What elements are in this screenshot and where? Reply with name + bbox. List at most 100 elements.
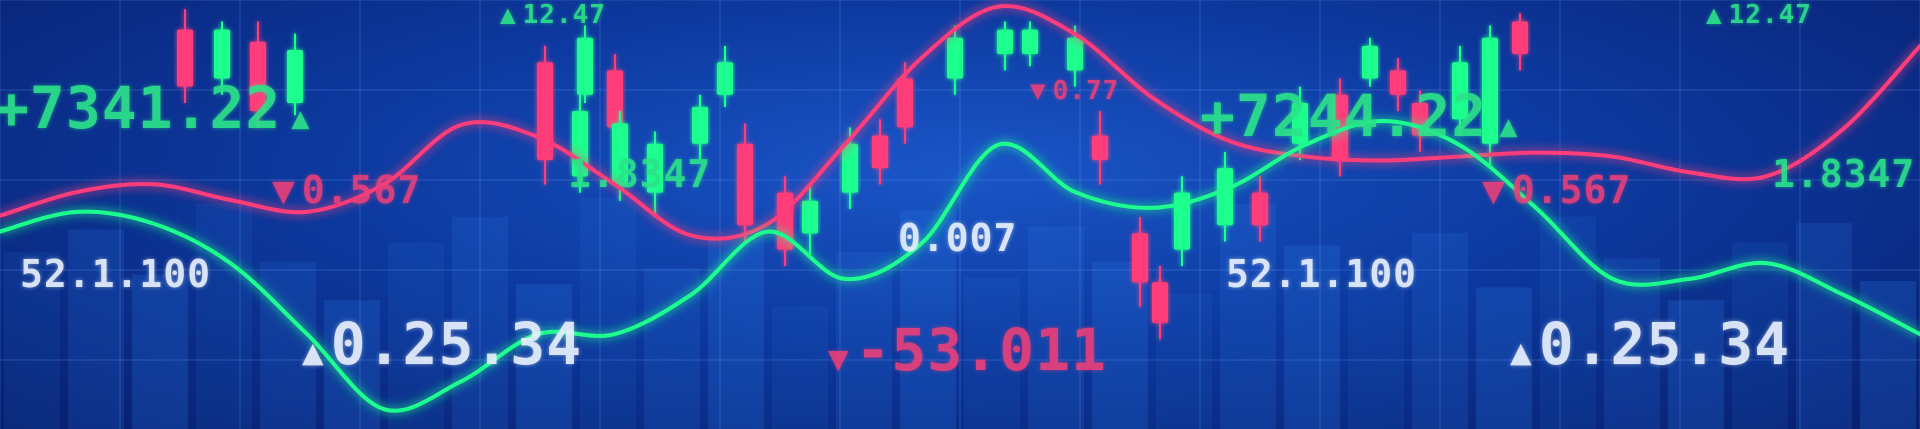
candle-up: [647, 131, 663, 218]
down-arrow-icon: ▼: [1030, 76, 1047, 106]
candle-down: [1252, 176, 1268, 242]
candlesticks: [177, 9, 1528, 340]
volume-bar: [1412, 232, 1468, 429]
candle-up: [1217, 151, 1233, 242]
up-arrow-icon: ▲: [1510, 332, 1533, 373]
ticker-right-white-big: ▲ 0.25.34: [1510, 310, 1791, 378]
ticker-top-small-right: ▲ 12.47: [1706, 0, 1812, 30]
ticker-left-mid-red: ▼ 0.567: [272, 168, 422, 212]
candle-body: [1092, 135, 1108, 161]
candle-body: [177, 29, 193, 87]
volume-bar: [772, 306, 828, 429]
candle-down: [1152, 265, 1168, 340]
candle-body: [647, 143, 663, 193]
candle-body: [947, 37, 963, 79]
candle-body: [1512, 21, 1528, 55]
candle-body: [1452, 62, 1468, 120]
candle-up: [717, 45, 733, 108]
volume-bar: [1604, 258, 1660, 429]
candle-body: [1252, 192, 1268, 226]
candle-up: [214, 21, 230, 95]
volume-bar: [1348, 271, 1404, 429]
candle-down: [537, 45, 553, 185]
candle-up: [997, 21, 1013, 71]
candle-body: [577, 37, 593, 95]
series-line-pink: [0, 3, 1920, 241]
candle-down: [777, 176, 793, 266]
candle-down: [1512, 13, 1528, 71]
ticker-top-small-left: ▲ 12.47: [500, 0, 606, 30]
volume-bar: [1732, 242, 1788, 429]
series-line-green: [0, 119, 1920, 413]
volume-bar: [580, 197, 636, 429]
candle-down: [1132, 217, 1148, 307]
up-arrow-icon: ▲: [302, 332, 325, 373]
candle-down: [1390, 58, 1406, 112]
ticker-right-mid-red: ▼ 0.567: [1482, 168, 1632, 212]
candle-up: [802, 184, 818, 258]
volume-bar: [260, 261, 316, 429]
candle-up: [287, 33, 303, 116]
candle-up: [1362, 37, 1378, 87]
candle-up: [1174, 176, 1190, 266]
candle-down: [1092, 111, 1108, 185]
candle-up: [947, 25, 963, 95]
candle-body: [1482, 37, 1498, 144]
volume-bars: [4, 197, 1916, 429]
candle-body: [692, 107, 708, 144]
candle-body: [214, 29, 230, 79]
candle-body: [1022, 29, 1038, 55]
candle-body: [537, 62, 553, 161]
candle-down: [737, 123, 753, 242]
candle-up: [1452, 45, 1468, 136]
trend-lines: [0, 3, 1920, 413]
candle-body: [1292, 102, 1308, 144]
volume-bar: [1796, 223, 1852, 429]
candle-body: [1152, 282, 1168, 324]
candle-body: [287, 49, 303, 103]
ticker-center-red-small: ▼ 0.77: [1030, 76, 1120, 106]
candle-body: [802, 200, 818, 234]
candle-body: [1174, 192, 1190, 250]
candle-up: [577, 25, 593, 103]
ticker-right-white: 52.1.100: [1226, 252, 1418, 296]
ticker-right-top: +7244.22 ▲: [1200, 82, 1519, 150]
volume-bar: [708, 235, 764, 429]
volume-bar: [1028, 226, 1084, 429]
volume-bar: [1860, 280, 1916, 429]
candle-down: [177, 9, 193, 103]
volume-bar: [1284, 245, 1340, 429]
volume-bar: [516, 284, 572, 429]
candle-body: [1390, 70, 1406, 95]
down-arrow-icon: ▼: [828, 339, 850, 379]
candle-body: [1132, 233, 1148, 283]
volume-bar: [1220, 203, 1276, 429]
candle-body: [1332, 94, 1348, 161]
candle-body: [1362, 45, 1378, 79]
candle-body: [997, 29, 1013, 55]
up-arrow-icon: ▲: [500, 0, 517, 30]
volume-bar: [964, 277, 1020, 429]
up-arrow-icon: ▲: [291, 101, 311, 136]
volume-bar: [68, 229, 124, 429]
volume-bar: [1092, 261, 1148, 429]
candle-up: [1022, 21, 1038, 67]
volume-bar: [196, 203, 252, 429]
ticker-right-green: 1.8347: [1772, 152, 1916, 196]
candle-body: [842, 143, 858, 193]
candle-body: [1067, 37, 1083, 71]
candle-down: [872, 119, 888, 185]
candle-body: [1217, 168, 1233, 226]
candle-up: [692, 94, 708, 161]
up-arrow-icon: ▲: [1706, 0, 1723, 30]
volume-bar: [1476, 287, 1532, 429]
candle-body: [737, 143, 753, 226]
ticker-left-white: 52.1.100: [20, 252, 212, 296]
volume-bar: [4, 252, 60, 429]
ticker-left-top: +7341.22 ▲: [0, 74, 311, 142]
ticker-left-white-big: ▲ 0.25.34: [302, 310, 583, 378]
candle-body: [872, 135, 888, 169]
candle-body: [612, 123, 628, 185]
